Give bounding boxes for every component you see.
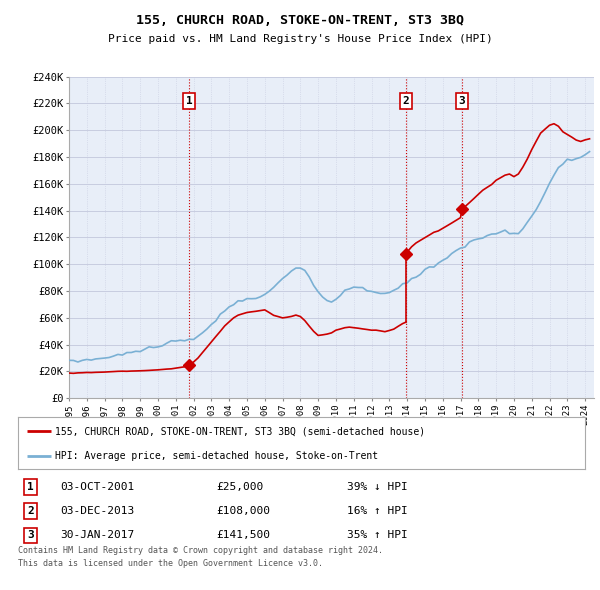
Text: £25,000: £25,000 (217, 482, 264, 491)
Text: HPI: Average price, semi-detached house, Stoke-on-Trent: HPI: Average price, semi-detached house,… (55, 451, 378, 461)
Text: 03-DEC-2013: 03-DEC-2013 (61, 506, 135, 516)
Text: 16% ↑ HPI: 16% ↑ HPI (347, 506, 407, 516)
Text: 30-JAN-2017: 30-JAN-2017 (61, 530, 135, 540)
Text: 2: 2 (403, 96, 409, 106)
Text: This data is licensed under the Open Government Licence v3.0.: This data is licensed under the Open Gov… (18, 559, 323, 568)
Text: 2: 2 (27, 506, 34, 516)
Text: 155, CHURCH ROAD, STOKE-ON-TRENT, ST3 3BQ (semi-detached house): 155, CHURCH ROAD, STOKE-ON-TRENT, ST3 3B… (55, 426, 425, 436)
Text: 03-OCT-2001: 03-OCT-2001 (61, 482, 135, 491)
Text: 3: 3 (458, 96, 466, 106)
Text: Price paid vs. HM Land Registry's House Price Index (HPI): Price paid vs. HM Land Registry's House … (107, 34, 493, 44)
Text: 1: 1 (27, 482, 34, 491)
Text: £108,000: £108,000 (217, 506, 271, 516)
Text: 155, CHURCH ROAD, STOKE-ON-TRENT, ST3 3BQ: 155, CHURCH ROAD, STOKE-ON-TRENT, ST3 3B… (136, 14, 464, 27)
Text: 35% ↑ HPI: 35% ↑ HPI (347, 530, 407, 540)
Text: Contains HM Land Registry data © Crown copyright and database right 2024.: Contains HM Land Registry data © Crown c… (18, 546, 383, 555)
Text: 39% ↓ HPI: 39% ↓ HPI (347, 482, 407, 491)
Text: £141,500: £141,500 (217, 530, 271, 540)
Text: 3: 3 (27, 530, 34, 540)
Text: 1: 1 (186, 96, 193, 106)
